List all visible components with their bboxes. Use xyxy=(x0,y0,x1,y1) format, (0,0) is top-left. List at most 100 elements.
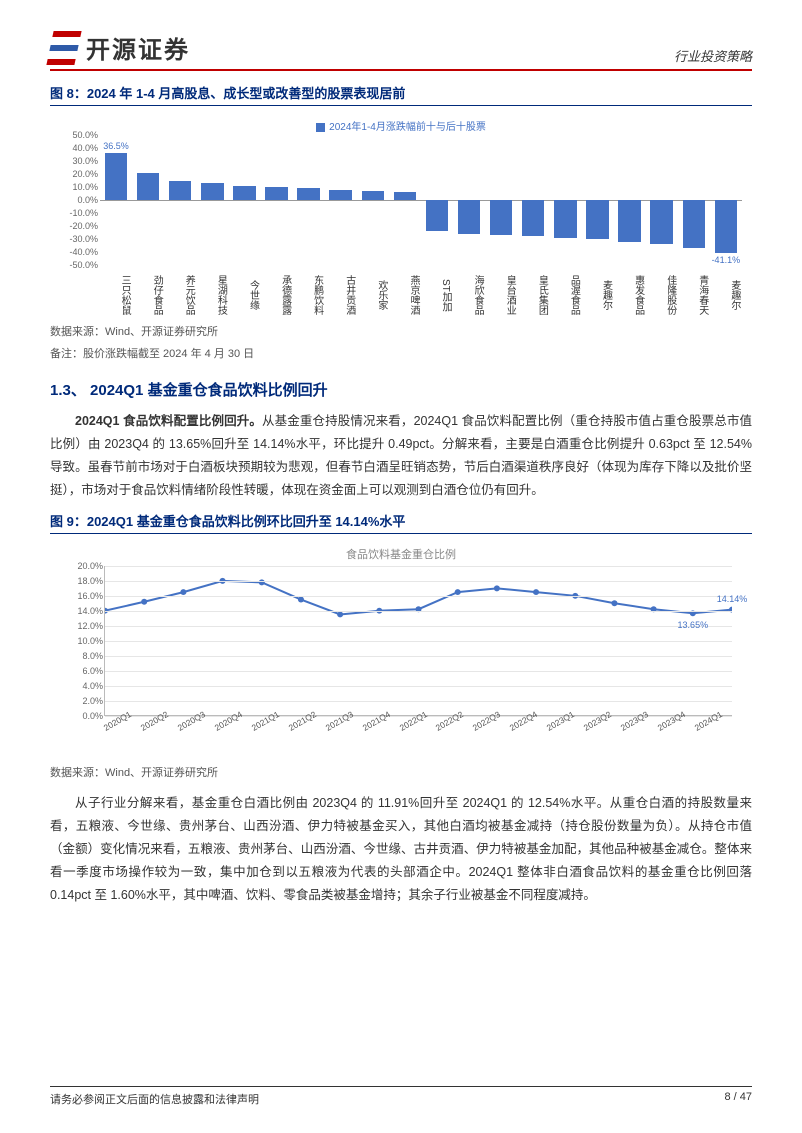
x-axis-label: 麦趣尔 xyxy=(710,265,742,323)
bar-rect xyxy=(329,190,351,200)
y-axis-tick: -20.0% xyxy=(69,221,98,231)
bar-rect xyxy=(522,200,544,236)
x-axis-label: 青海春天 xyxy=(678,265,710,323)
x-axis-label: 欢乐家 xyxy=(357,265,389,323)
bar-rect xyxy=(715,200,737,253)
gridline xyxy=(105,686,732,687)
figure-8-note: 备注：股价涨跌幅截至 2024 年 4 月 30 日 xyxy=(50,345,752,361)
bar-column xyxy=(485,135,517,265)
bar-column: -41.1% xyxy=(710,135,742,265)
y-axis-tick: 6.0% xyxy=(61,666,103,676)
bar-rect xyxy=(169,181,191,201)
y-axis-tick: 16.0% xyxy=(61,591,103,601)
y-axis-tick: -40.0% xyxy=(69,247,98,257)
line-marker xyxy=(141,598,147,604)
x-axis-label: 养元饮品 xyxy=(164,265,196,323)
gridline xyxy=(105,641,732,642)
gridline xyxy=(105,656,732,657)
logo-text: 开源证券 xyxy=(86,30,190,65)
figure-9-title: 图 9：2024Q1 基金重仓食品饮料比例环比回升至 14.14%水平 xyxy=(50,511,752,534)
y-axis-tick: 4.0% xyxy=(61,681,103,691)
figure-8-title: 图 8：2024 年 1-4 月高股息、成长型或改善型的股票表现居前 xyxy=(50,83,752,106)
y-axis-tick: -10.0% xyxy=(69,208,98,218)
bar-rect xyxy=(201,183,223,200)
gridline xyxy=(105,596,732,597)
bar-column xyxy=(614,135,646,265)
bar-column xyxy=(549,135,581,265)
y-axis-tick: -30.0% xyxy=(69,234,98,244)
gridline xyxy=(105,671,732,672)
figure-9-source: 数据来源：Wind、开源证券研究所 xyxy=(50,764,752,780)
bar-rect xyxy=(490,200,512,235)
footer-page-number: 8 / 47 xyxy=(724,1091,752,1107)
line-marker xyxy=(337,611,343,617)
bar-column xyxy=(678,135,710,265)
y-axis-tick: 8.0% xyxy=(61,651,103,661)
figure-8-chart: 2024年1-4月涨跌幅前十与后十股票 50.0% 40.0% 30.0% 20.0%… xyxy=(50,112,752,319)
y-axis-tick: 2.0% xyxy=(61,696,103,706)
y-axis-tick: 30.0% xyxy=(72,156,98,166)
x-axis-label: 燕京啤酒 xyxy=(389,265,421,323)
page-footer: 请务必参阅正文后面的信息披露和法律声明 8 / 47 xyxy=(50,1086,752,1107)
bar-column xyxy=(453,135,485,265)
x-axis-label: 麦趣尔 xyxy=(581,265,613,323)
bar-rect xyxy=(105,153,127,200)
x-axis-label: 今世缘 xyxy=(228,265,260,323)
x-axis-label: 皇台酒业 xyxy=(485,265,517,323)
figure-8-source: 数据来源：Wind、开源证券研究所 xyxy=(50,323,752,339)
y-axis-tick: 50.0% xyxy=(72,130,98,140)
x-axis-label: 佳隆股份 xyxy=(646,265,678,323)
bar-column xyxy=(260,135,292,265)
x-axis-label: 皇氏集团 xyxy=(517,265,549,323)
figure-9-chart: 食品饮料基金重仓比例 20.0%18.0%16.0%14.0%12.0%10.0… xyxy=(50,540,752,760)
page-header: 开源证券 行业投资策略 xyxy=(50,30,752,71)
y-axis-tick: 12.0% xyxy=(61,621,103,631)
section-1-3-paragraph-1: 2024Q1 食品饮料配置比例回升。从基金重仓持股情况来看，2024Q1 食品饮… xyxy=(50,410,752,503)
gridline xyxy=(105,701,732,702)
line-marker xyxy=(611,600,617,606)
figure-8-legend: 2024年1-4月涨跌幅前十与后十股票 xyxy=(60,118,742,133)
line-marker xyxy=(455,589,461,595)
bar-rect xyxy=(683,200,705,248)
y-axis-tick: 20.0% xyxy=(72,169,98,179)
figure-9-series-title: 食品饮料基金重仓比例 xyxy=(60,546,742,562)
gridline xyxy=(105,566,732,567)
bar-rect xyxy=(650,200,672,244)
bar-value-label: -41.1% xyxy=(712,255,741,265)
point-label: 13.65% xyxy=(678,620,709,630)
bar-column xyxy=(581,135,613,265)
section-1-3-heading: 1.3、 2024Q1 基金重仓食品饮料比例回升 xyxy=(50,379,752,400)
logo-mark-icon xyxy=(46,31,81,65)
bar-rect xyxy=(554,200,576,238)
bar-column: 36.5% xyxy=(100,135,132,265)
line-marker xyxy=(494,585,500,591)
y-axis-tick: 0.0% xyxy=(61,711,103,721)
x-axis-label: 劲仔食品 xyxy=(132,265,164,323)
bar-column xyxy=(164,135,196,265)
x-axis-label: 星湖科技 xyxy=(196,265,228,323)
bar-rect xyxy=(137,173,159,200)
bar-column xyxy=(646,135,678,265)
y-axis-tick: 40.0% xyxy=(72,143,98,153)
y-axis-tick: 20.0% xyxy=(61,561,103,571)
line-marker xyxy=(298,596,304,602)
point-label: 14.14% xyxy=(717,594,748,604)
bar-rect xyxy=(265,187,287,200)
bar-rect xyxy=(458,200,480,234)
gridline xyxy=(105,581,732,582)
bar-rect xyxy=(618,200,640,242)
x-axis-label: 品渥食品 xyxy=(549,265,581,323)
bar-column xyxy=(196,135,228,265)
bar-column xyxy=(228,135,260,265)
x-axis-label: 承德露露 xyxy=(260,265,292,323)
x-axis-label: 古井贡酒 xyxy=(325,265,357,323)
bar-column xyxy=(421,135,453,265)
x-axis-label: 东鹏饮料 xyxy=(293,265,325,323)
bar-rect xyxy=(362,191,384,200)
x-axis-label: 三只松鼠 xyxy=(100,265,132,323)
x-axis-label: 惠发食品 xyxy=(614,265,646,323)
bar-rect xyxy=(586,200,608,239)
bar-value-label: 36.5% xyxy=(103,141,129,151)
x-axis-label: ST加加 xyxy=(421,265,453,323)
line-marker xyxy=(180,589,186,595)
